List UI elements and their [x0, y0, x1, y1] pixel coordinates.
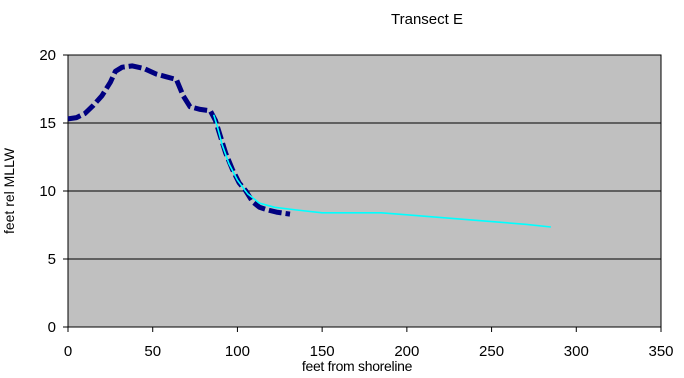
x-tick-label: 250: [479, 343, 504, 360]
series-layer: [67, 63, 551, 228]
y-tick-label: 15: [39, 115, 56, 132]
series-line-1: [67, 63, 291, 217]
gridlines: [68, 122, 661, 260]
x-axis: 0 50 100 150 200 250 300 350: [64, 327, 674, 360]
x-tick-label: 50: [144, 343, 161, 360]
x-tick-label: 100: [225, 343, 250, 360]
x-tick-label: 350: [648, 343, 673, 360]
x-tick-label: 200: [394, 343, 419, 360]
series-line-2: [212, 114, 551, 228]
x-axis-title: feet from shoreline: [302, 358, 413, 374]
y-tick-label: 0: [48, 319, 56, 336]
x-tick-label: 300: [564, 343, 589, 360]
y-axis-title: feet rel MLLW: [1, 147, 17, 234]
y-axis: 0 5 10 15 20: [39, 47, 68, 336]
y-tick-label: 10: [39, 183, 56, 200]
y-tick-label: 5: [48, 251, 56, 268]
y-tick-label: 20: [39, 47, 56, 64]
chart-title: Transect E: [391, 11, 463, 28]
x-tick-label: 150: [310, 343, 335, 360]
x-tick-label: 0: [64, 343, 72, 360]
